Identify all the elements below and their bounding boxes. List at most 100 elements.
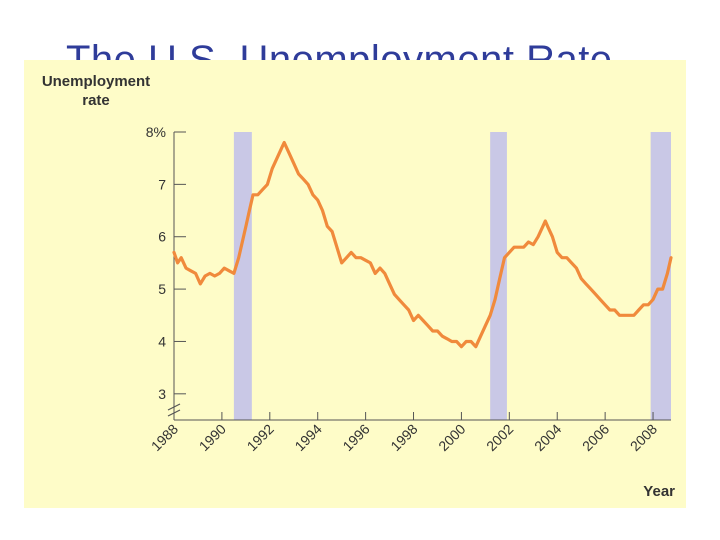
series-layer xyxy=(172,140,673,349)
data-point xyxy=(369,262,372,264)
data-point xyxy=(233,272,235,275)
data-point xyxy=(436,330,439,332)
data-point xyxy=(204,275,206,277)
data-point xyxy=(209,272,211,275)
data-point xyxy=(326,225,329,228)
data-point xyxy=(383,272,386,275)
axis-break-mark-1 xyxy=(167,403,181,411)
data-point xyxy=(393,293,396,296)
data-point xyxy=(609,309,611,311)
x-tick-label: 2006 xyxy=(579,421,612,454)
data-point xyxy=(455,340,458,343)
data-point xyxy=(261,188,264,191)
data-point xyxy=(494,298,496,301)
data-point xyxy=(173,251,175,254)
data-point xyxy=(556,251,559,254)
data-point xyxy=(446,338,448,340)
data-point xyxy=(331,230,333,233)
data-point xyxy=(199,283,202,285)
data-point xyxy=(388,283,391,285)
data-point xyxy=(228,269,230,272)
data-point xyxy=(194,272,197,275)
data-point xyxy=(474,345,477,348)
y-axis-label-line-1: Unemployment xyxy=(42,73,150,90)
data-point xyxy=(427,324,429,327)
data-point xyxy=(589,288,592,290)
data-point xyxy=(522,246,525,248)
data-point xyxy=(302,178,305,180)
data-point xyxy=(551,235,554,238)
data-point xyxy=(316,199,319,201)
axes xyxy=(167,132,671,421)
data-point xyxy=(297,173,300,175)
data-point xyxy=(379,267,381,269)
recession-band-1 xyxy=(233,132,252,420)
data-point xyxy=(484,324,487,327)
data-point xyxy=(441,335,444,338)
data-point xyxy=(189,269,192,272)
data-point xyxy=(666,272,669,275)
data-point xyxy=(633,314,635,317)
data-point xyxy=(479,335,482,338)
y-tick-label: 3 xyxy=(158,386,166,402)
data-point xyxy=(460,345,463,348)
data-point xyxy=(307,183,309,186)
y-tick-label: 6 xyxy=(158,229,166,245)
x-tick-label: 2004 xyxy=(531,421,564,454)
data-point xyxy=(252,194,254,196)
y-tick-label: 5 xyxy=(158,281,166,297)
data-point xyxy=(518,246,520,248)
x-tick-label: 1998 xyxy=(387,421,420,454)
data-point xyxy=(599,298,602,301)
data-point xyxy=(566,256,568,259)
data-point xyxy=(652,298,654,301)
x-ticks: 1988 1990 1992 1994 1996 1998 2000 2002 2004 2006… xyxy=(148,412,660,454)
data-point xyxy=(498,277,501,280)
data-point xyxy=(657,288,659,290)
recession-band-3 xyxy=(650,132,671,420)
data-point xyxy=(364,259,367,262)
data-point xyxy=(398,298,400,301)
data-point xyxy=(527,241,530,243)
data-point xyxy=(283,141,285,144)
x-tick-label: 2008 xyxy=(627,421,660,454)
data-point xyxy=(618,314,621,317)
x-tick-label: 1992 xyxy=(244,421,277,454)
x-tick-label: 2000 xyxy=(435,421,468,454)
y-tick-label: 4 xyxy=(158,333,166,349)
recession-bands xyxy=(233,132,671,420)
data-point xyxy=(561,256,563,259)
data-point xyxy=(345,256,348,259)
data-point xyxy=(237,256,240,259)
data-point xyxy=(245,225,247,228)
data-point xyxy=(374,272,376,275)
data-point xyxy=(431,330,434,332)
data-point xyxy=(350,251,353,254)
x-tick-label: 1990 xyxy=(196,421,229,454)
data-point xyxy=(241,241,244,243)
data-point xyxy=(360,256,362,259)
data-point xyxy=(223,267,226,269)
data-point xyxy=(503,256,506,259)
data-point xyxy=(537,235,539,238)
data-point xyxy=(546,225,549,228)
data-point xyxy=(180,256,182,259)
unemployment-rate-line xyxy=(172,140,673,349)
x-axis-title: Year xyxy=(643,483,675,500)
data-point xyxy=(412,319,415,322)
data-point xyxy=(642,304,645,306)
data-point xyxy=(422,319,424,322)
data-point xyxy=(355,256,357,259)
data-point xyxy=(570,262,573,264)
data-point xyxy=(508,251,511,254)
data-point xyxy=(623,314,626,317)
data-point xyxy=(647,304,650,306)
x-tick-label: 1996 xyxy=(339,421,372,454)
data-point xyxy=(613,309,616,311)
data-point xyxy=(544,220,547,222)
data-point xyxy=(292,162,295,165)
data-point xyxy=(532,243,535,246)
data-point xyxy=(257,194,259,196)
data-point xyxy=(470,340,472,343)
chart-panel: Unemployment rate 3 4 5 6 7 8% 1988 1990 1992 19… xyxy=(24,60,686,508)
